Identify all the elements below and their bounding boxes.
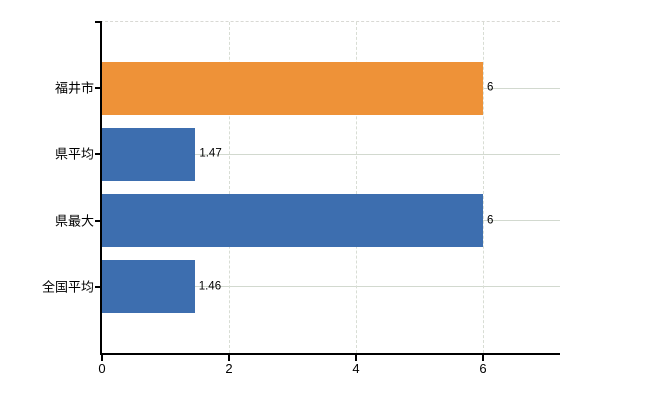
value-label: 1.47 xyxy=(199,147,222,160)
horizontal-grid-line xyxy=(102,286,560,288)
value-label: 6 xyxy=(487,81,494,94)
value-label: 6 xyxy=(487,213,494,226)
bar-県最大 xyxy=(102,194,483,248)
bar-県平均 xyxy=(102,127,196,181)
vertical-grid-line xyxy=(482,22,485,353)
plot-area: 6 1.47 6 1.46 xyxy=(100,21,560,355)
y-tick-label-福井市: 福井市 xyxy=(54,80,94,96)
vertical-grid-line xyxy=(355,22,358,353)
x-tick-mark xyxy=(355,355,357,361)
vertical-grid-line xyxy=(228,22,231,353)
bar-全国平均 xyxy=(102,260,195,314)
y-tick-label-県平均: 県平均 xyxy=(54,146,94,162)
x-tick-label-4: 4 xyxy=(352,361,360,376)
bar-福井市 xyxy=(102,61,483,115)
x-tick-label-0: 0 xyxy=(98,361,106,376)
y-axis-top-tick xyxy=(95,21,102,23)
y-tick-mark xyxy=(95,153,102,156)
y-tick-mark xyxy=(95,87,102,90)
x-tick-mark xyxy=(482,355,484,361)
horizontal-grid-line xyxy=(102,153,560,155)
x-tick-label-2: 2 xyxy=(225,361,233,376)
x-tick-label-6: 6 xyxy=(479,361,487,376)
y-tick-mark xyxy=(95,219,102,222)
y-tick-label-県最大: 県最大 xyxy=(54,213,94,229)
x-tick-mark xyxy=(101,355,103,361)
y-tick-label-全国平均: 全国平均 xyxy=(41,279,94,295)
x-tick-mark xyxy=(228,355,230,361)
y-tick-mark xyxy=(95,285,102,288)
value-label: 1.46 xyxy=(198,280,222,293)
